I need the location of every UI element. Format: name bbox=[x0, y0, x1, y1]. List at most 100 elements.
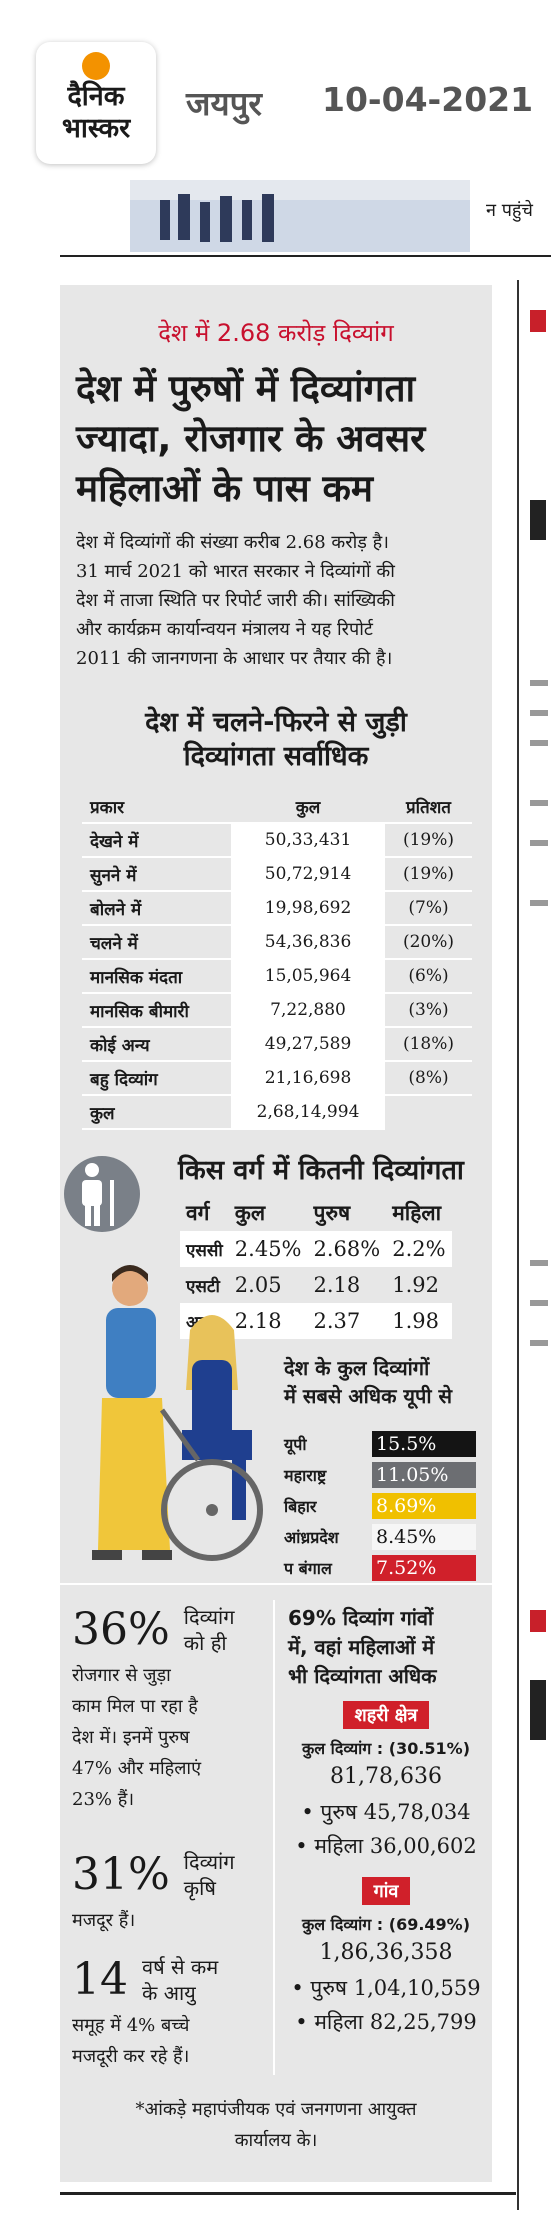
state-name: यूपी bbox=[284, 1434, 307, 1454]
area-male: • पुरुष 45,78,034 bbox=[301, 1800, 471, 1824]
icon bbox=[64, 1156, 140, 1232]
stat-top: 36% दिव्यांग को ही bbox=[72, 1600, 268, 1660]
table-cell: 50,72,914 bbox=[231, 857, 386, 892]
state-list: यूपी 15.5% महाराष्ट्र 11.05% बिहार 8.69% आंध्र… bbox=[284, 1428, 484, 1583]
rule bbox=[60, 2192, 516, 2195]
divider bbox=[273, 1600, 275, 2075]
footnote: *आंकड़े महापंजीयक एवं जनगणना आयुक्त कार्य… bbox=[60, 2094, 492, 2156]
column-header: प्रकार bbox=[82, 790, 232, 824]
stat-figure: 14 bbox=[72, 1954, 128, 2005]
logo-line: दैनिक bbox=[67, 81, 125, 112]
section-title: किस वर्ग में कितनी दिव्यांगता bbox=[178, 1155, 464, 1186]
logo[interactable]: दैनिक भास्कर bbox=[36, 42, 156, 164]
column-header: वर्ग bbox=[186, 1201, 210, 1225]
state-row: बिहार 8.69% bbox=[284, 1490, 484, 1521]
clipped-column bbox=[517, 280, 548, 2210]
body-line: 31 मार्च 2021 को भारत सरकार ने दिव्यांगो… bbox=[76, 561, 395, 582]
type-table: प्रकार कुल प्रतिशत देखने में 50,33,431 (19%) स… bbox=[82, 790, 472, 1130]
table-cell: (6%) bbox=[385, 959, 472, 994]
table-title: देश में चलने-फिरने से जुड़ी दिव्यांगता सर… bbox=[60, 706, 492, 774]
stat-side-line: के आयु bbox=[142, 1981, 196, 2005]
state-row: महाराष्ट्र 11.05% bbox=[284, 1459, 484, 1490]
table-title-line: दिव्यांगता सर्वाधिक bbox=[183, 741, 369, 772]
body-line: और कार्यक्रम कार्यान्वयन मंत्रालय ने यह … bbox=[76, 619, 374, 640]
rural-urban: 69% दिव्यांग गांवों में, वहां महिलाओं में… bbox=[280, 1604, 492, 2039]
area-female: • महिला 82,25,799 bbox=[295, 2010, 477, 2034]
date: 10-04-2021 bbox=[322, 80, 534, 119]
stats: 36% दिव्यांग को ही रोजगार से जुड़ा काम मिल प… bbox=[72, 1600, 268, 2086]
state-row: यूपी 15.5% bbox=[284, 1428, 484, 1459]
table-cell: 2.05 bbox=[234, 1273, 282, 1297]
body-line: देश में ताजा स्थिति पर रिपोर्ट जारी की। … bbox=[76, 590, 395, 611]
ru-title-line: में, वहां महिलाओं में bbox=[288, 1635, 435, 1659]
table-row: मानसिक बीमारी 7,22,880 (3%) bbox=[82, 993, 472, 1028]
category-table: वर्ग कुल पुरुष महिला एससी 2.45% 2.68% 2.2% एसटी 2… bbox=[180, 1195, 452, 1339]
table-row: सुनने में 50,72,914 (19%) bbox=[82, 857, 472, 892]
stat-side: दिव्यांग कृषि bbox=[184, 1849, 235, 1901]
stat-line: समूह में 4% बच्चे bbox=[72, 2015, 190, 2036]
table-cell: 1.92 bbox=[392, 1273, 439, 1297]
photo-strip bbox=[60, 180, 551, 257]
logo-sun bbox=[82, 52, 110, 80]
state-name: आंध्रप्रदेश bbox=[284, 1527, 339, 1547]
stat: 36% दिव्यांग को ही रोजगार से जुड़ा काम मिल प… bbox=[72, 1600, 268, 1815]
table-cell: बोलने में bbox=[82, 891, 232, 926]
stat-side-line: को ही bbox=[183, 1631, 227, 1655]
illustration bbox=[92, 1265, 263, 1561]
table-cell: 2.37 bbox=[313, 1309, 361, 1333]
stat-line: काम मिल पा रहा है bbox=[72, 1696, 198, 1717]
column-header: कुल bbox=[231, 790, 386, 824]
photo-caption: न पहुंचे bbox=[486, 200, 533, 221]
table-row: चलने में 54,36,836 (20%) bbox=[82, 925, 472, 960]
table-row: एसटी 2.05 2.18 1.92 bbox=[180, 1267, 452, 1303]
stat-side-line: वर्ष से कम bbox=[142, 1955, 219, 1979]
area-female: • महिला 36,00,602 bbox=[295, 1834, 477, 1858]
stat: 31% दिव्यांग कृषि मजदूर हैं। bbox=[72, 1845, 268, 1936]
table-cell: 2,68,14,994 bbox=[231, 1095, 386, 1130]
table-cell: सुनने में bbox=[82, 857, 232, 892]
body: देश में दिव्यांगों की संख्या करीब 2.68 क… bbox=[76, 528, 395, 673]
ru-title: 69% दिव्यांग गांवों में, वहां महिलाओं में… bbox=[280, 1604, 492, 1691]
stat: 14 वर्ष से कम के आयु समूह में 4% बच्चे मजदूर… bbox=[72, 1950, 268, 2072]
table-cell: (7%) bbox=[385, 891, 472, 926]
table-cell: कुल bbox=[82, 1095, 232, 1130]
area-total: 81,78,636 bbox=[330, 1764, 442, 1789]
table-row: देखने में 50,33,431 (19%) bbox=[82, 823, 472, 858]
stat-top: 31% दिव्यांग कृषि bbox=[72, 1845, 268, 1905]
table-cell: मानसिक बीमारी bbox=[82, 993, 232, 1028]
area-male: • पुरुष 1,04,10,559 bbox=[291, 1976, 481, 2000]
stat-side: दिव्यांग को ही bbox=[184, 1604, 235, 1656]
table-title-line: देश में चलने-फिरने से जुड़ी bbox=[145, 707, 407, 738]
table-cell: (18%) bbox=[385, 1027, 472, 1062]
state-row: प बंगाल 7.52% bbox=[284, 1552, 484, 1583]
area-label: शहरी क्षेत्र bbox=[342, 1701, 430, 1729]
table-cell: 2.18 bbox=[313, 1273, 361, 1297]
footnote-line: कार्यालय के। bbox=[234, 2130, 318, 2151]
table-cell: एससी bbox=[186, 1240, 223, 1261]
column-header: प्रतिशत bbox=[385, 790, 472, 824]
stat-line: 47% और महिलाएं bbox=[72, 1758, 202, 1779]
state-name: महाराष्ट्र bbox=[284, 1465, 327, 1485]
state-share: 11.05% bbox=[372, 1461, 476, 1488]
stat-figure: 36% bbox=[72, 1604, 170, 1655]
table-row: एससी 2.45% 2.68% 2.2% bbox=[180, 1231, 452, 1267]
table-row: कुल 2,68,14,994 bbox=[82, 1095, 472, 1130]
table-cell: 2.18 bbox=[234, 1309, 282, 1333]
photo-people bbox=[160, 194, 274, 242]
column-header: कुल bbox=[234, 1201, 266, 1225]
table-cell: 2.45% bbox=[234, 1237, 302, 1261]
headline-line: ज्यादा, रोजगार के अवसर bbox=[76, 417, 426, 460]
table-cell: (19%) bbox=[385, 857, 472, 892]
table-cell: मानसिक मंदता bbox=[82, 959, 232, 994]
stat-top: 14 वर्ष से कम के आयु bbox=[72, 1950, 268, 2010]
area-total-line: कुल दिव्यांग : (69.49%) bbox=[301, 1915, 471, 1934]
table-cell: (20%) bbox=[385, 925, 472, 960]
logo-line: भास्कर bbox=[61, 113, 131, 144]
state-share: 15.5% bbox=[372, 1430, 476, 1457]
area: गांव कुल दिव्यांग : (69.49%) 1,86,36,358 • … bbox=[280, 1877, 492, 2039]
table-cell: देखने में bbox=[82, 823, 232, 858]
stat-side-line: दिव्यांग bbox=[183, 1850, 235, 1874]
body-line: देश में दिव्यांगों की संख्या करीब 2.68 क… bbox=[76, 532, 389, 553]
headline: देश में पुरुषों में दिव्यांगता ज्यादा, रो… bbox=[76, 364, 425, 514]
